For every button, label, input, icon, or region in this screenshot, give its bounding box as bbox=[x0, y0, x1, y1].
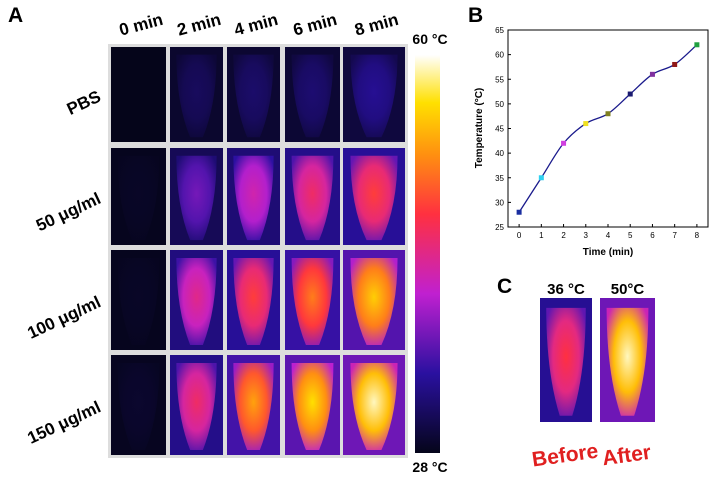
y-tick-label: 45 bbox=[495, 125, 504, 134]
column-label: 0 min bbox=[117, 10, 165, 40]
plot-frame bbox=[507, 29, 709, 228]
x-tick-label: 2 bbox=[561, 231, 566, 240]
y-axis-label: Temperature (°C) bbox=[474, 88, 485, 169]
row-label: 150 μg/ml bbox=[25, 397, 104, 447]
row-label: 100 μg/ml bbox=[25, 292, 104, 342]
tube bbox=[233, 258, 274, 345]
data-point bbox=[516, 209, 522, 215]
data-point bbox=[561, 140, 567, 146]
tube bbox=[176, 54, 217, 138]
colorbar-max: 60 °C bbox=[412, 31, 447, 47]
y-tick-label: 30 bbox=[495, 198, 504, 207]
tube bbox=[233, 363, 274, 450]
data-point bbox=[672, 61, 678, 67]
column-label: 4 min bbox=[232, 10, 280, 40]
column-label: 2 min bbox=[175, 10, 223, 40]
temperature-label: 36 °C bbox=[547, 281, 585, 298]
colorbar-min: 28 °C bbox=[412, 459, 447, 475]
column-label: 6 min bbox=[291, 10, 339, 40]
tube bbox=[176, 155, 217, 241]
data-line bbox=[518, 44, 698, 213]
tube bbox=[117, 258, 160, 345]
x-axis-label: Time (min) bbox=[583, 247, 633, 258]
tube bbox=[350, 363, 398, 450]
column-label: 8 min bbox=[353, 10, 401, 40]
tube bbox=[233, 155, 274, 241]
y-tick-label: 40 bbox=[495, 149, 504, 158]
thermal-images bbox=[108, 44, 408, 458]
tube bbox=[233, 54, 274, 138]
panel-label: B bbox=[468, 4, 483, 27]
x-tick-label: 0 bbox=[517, 231, 522, 240]
data-point bbox=[605, 111, 611, 117]
panel-label: C bbox=[497, 275, 512, 298]
tube bbox=[606, 307, 649, 416]
data-point bbox=[627, 91, 633, 97]
x-tick-label: 3 bbox=[584, 231, 589, 240]
caption: Before bbox=[531, 440, 600, 472]
tube bbox=[291, 258, 334, 345]
tube bbox=[350, 54, 398, 138]
data-point bbox=[694, 42, 700, 48]
x-tick-label: 6 bbox=[650, 231, 655, 240]
tube bbox=[350, 258, 398, 345]
tube bbox=[117, 54, 160, 138]
temperature-label: 50°C bbox=[611, 281, 645, 298]
data-point bbox=[538, 175, 544, 181]
x-tick-label: 8 bbox=[695, 231, 700, 240]
caption: After bbox=[601, 441, 653, 471]
tube bbox=[176, 258, 217, 345]
row-label: PBS bbox=[64, 87, 104, 119]
panel-label: A bbox=[8, 4, 23, 27]
tube bbox=[291, 363, 334, 450]
y-tick-label: 50 bbox=[495, 100, 504, 109]
y-tick-label: 55 bbox=[495, 75, 504, 84]
tube bbox=[291, 54, 334, 138]
colorbar bbox=[415, 55, 440, 453]
tube bbox=[350, 155, 398, 241]
x-tick-label: 1 bbox=[539, 231, 544, 240]
data-point bbox=[583, 121, 589, 127]
x-tick-label: 5 bbox=[628, 231, 633, 240]
y-tick-label: 65 bbox=[495, 26, 504, 35]
tube bbox=[117, 155, 160, 241]
y-tick-label: 60 bbox=[495, 51, 504, 60]
y-tick-label: 35 bbox=[495, 174, 504, 183]
x-tick-label: 4 bbox=[606, 231, 611, 240]
x-tick-label: 7 bbox=[672, 231, 677, 240]
row-label: 50 μg/ml bbox=[33, 189, 104, 235]
data-point bbox=[649, 71, 655, 77]
tube bbox=[546, 307, 586, 416]
y-tick-label: 25 bbox=[495, 223, 504, 232]
tube bbox=[117, 363, 160, 450]
tube bbox=[291, 155, 334, 241]
tube bbox=[176, 363, 217, 450]
